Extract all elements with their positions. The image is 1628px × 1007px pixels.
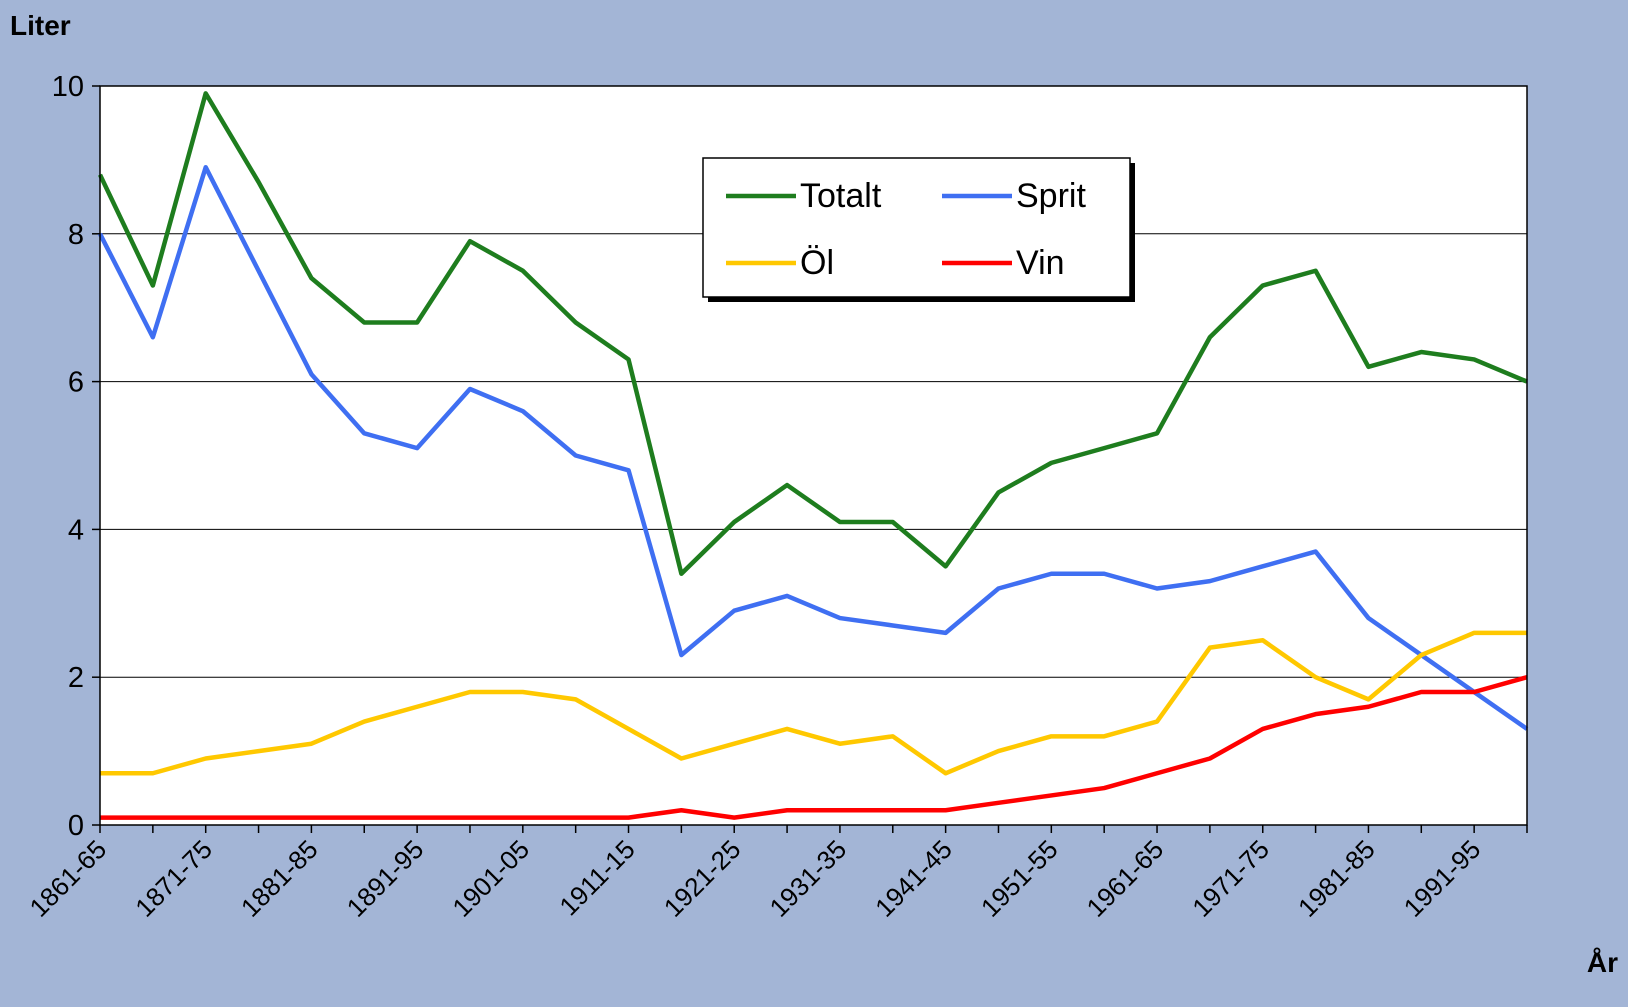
legend-label: Sprit (1016, 177, 1086, 215)
y-tick-label: 6 (68, 367, 84, 399)
legend-label: Totalt (800, 177, 882, 215)
legend-label: Vin (1016, 244, 1065, 282)
y-tick-label: 10 (52, 71, 84, 103)
series-line (100, 675, 1528, 820)
x-axis-label: År (1587, 947, 1618, 978)
legend-label: Öl (800, 244, 834, 282)
series-line (97, 91, 1528, 576)
y-tick-label: 8 (68, 219, 84, 251)
legend (702, 157, 1131, 298)
series-line (100, 630, 1527, 776)
y-tick-label: 2 (68, 662, 84, 694)
y-tick-label: 0 (68, 810, 84, 842)
plot-border (99, 85, 1528, 826)
series-line (97, 165, 1529, 731)
y-tick-label: 4 (68, 514, 84, 546)
y-axis-label: Liter (10, 10, 71, 41)
